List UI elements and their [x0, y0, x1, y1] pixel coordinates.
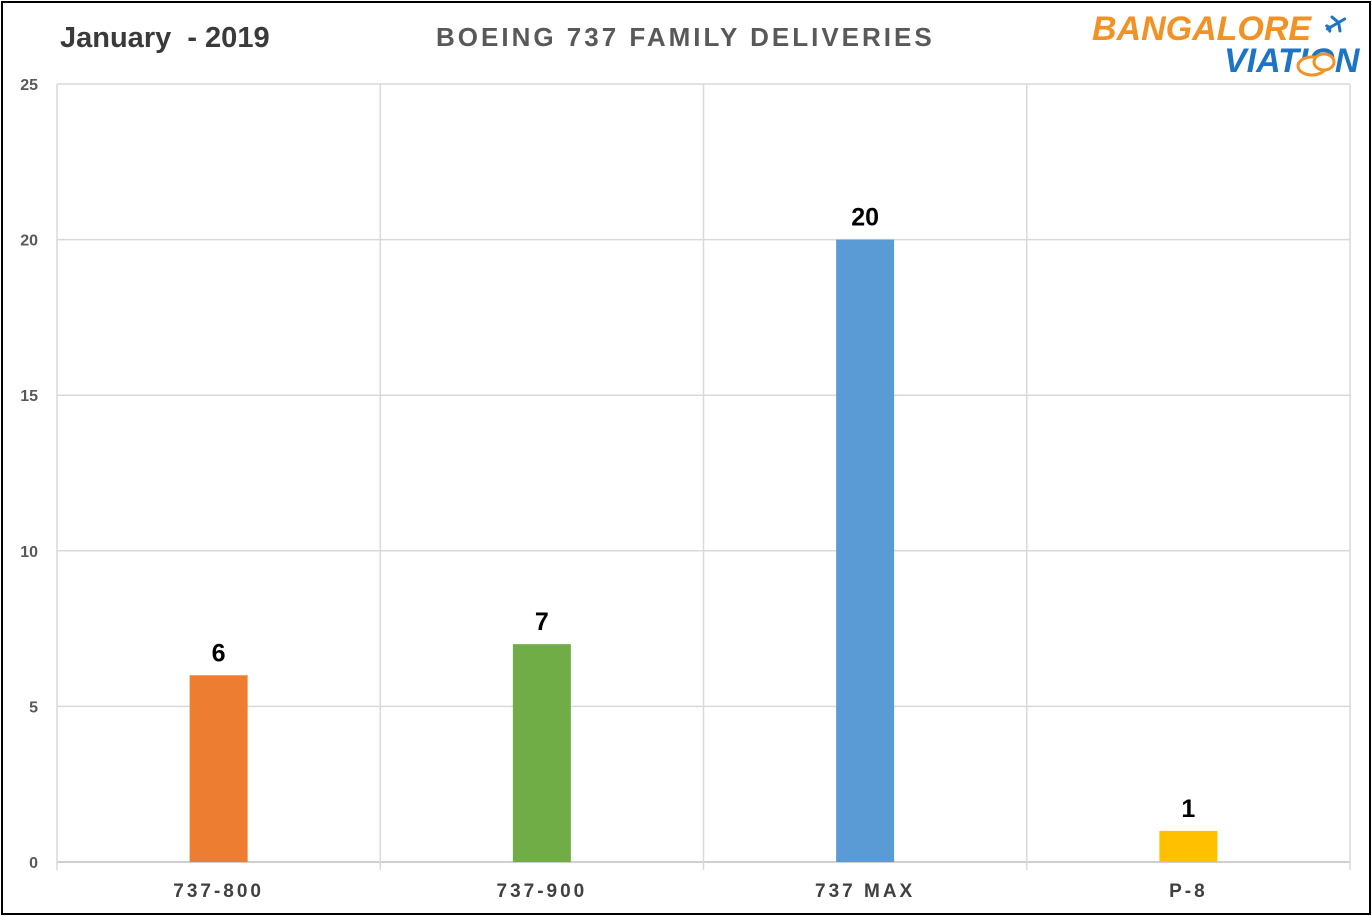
data-label: 6 — [212, 639, 226, 667]
cloud-icon — [1296, 52, 1336, 77]
logo-line1: BANGALORE — [1092, 10, 1312, 48]
logo-line2: VIATION — [1224, 42, 1361, 80]
airplane-icon — [1325, 15, 1347, 33]
data-labels: 6 7 20 1 — [212, 204, 1196, 823]
bar-p-8 — [1159, 830, 1218, 862]
data-label: 20 — [851, 204, 879, 232]
x-axis-ticks: 737-800 737-900 737 MAX P-8 — [173, 881, 1208, 902]
y-axis-ticks: 0 5 10 15 20 25 — [20, 77, 38, 872]
y-tick-label: 10 — [20, 544, 38, 561]
y-tick-label: 0 — [29, 855, 38, 872]
bar-737-900 — [512, 644, 571, 862]
chart-period-label: January - 2019 — [60, 22, 270, 54]
x-tick-label: P-8 — [1169, 881, 1208, 902]
bangalore-aviation-logo: BANGALORE VIATION — [1092, 10, 1361, 80]
y-tick-label: 25 — [20, 77, 38, 94]
y-tick-label: 5 — [29, 699, 38, 716]
x-tick-label: 737-800 — [173, 881, 264, 902]
data-label: 1 — [1181, 795, 1195, 823]
x-tick-label: 737 MAX — [815, 881, 915, 902]
chart-title: BOEING 737 FAMILY DELIVERIES — [436, 22, 935, 52]
bar-737-max — [836, 239, 895, 863]
x-tick-label: 737-900 — [497, 881, 588, 902]
bars — [189, 239, 1218, 863]
y-tick-label: 15 — [20, 388, 38, 405]
bar-737-800 — [189, 675, 248, 862]
data-label: 7 — [535, 608, 549, 636]
y-tick-label: 20 — [20, 233, 38, 250]
gridlines — [56, 83, 1351, 870]
